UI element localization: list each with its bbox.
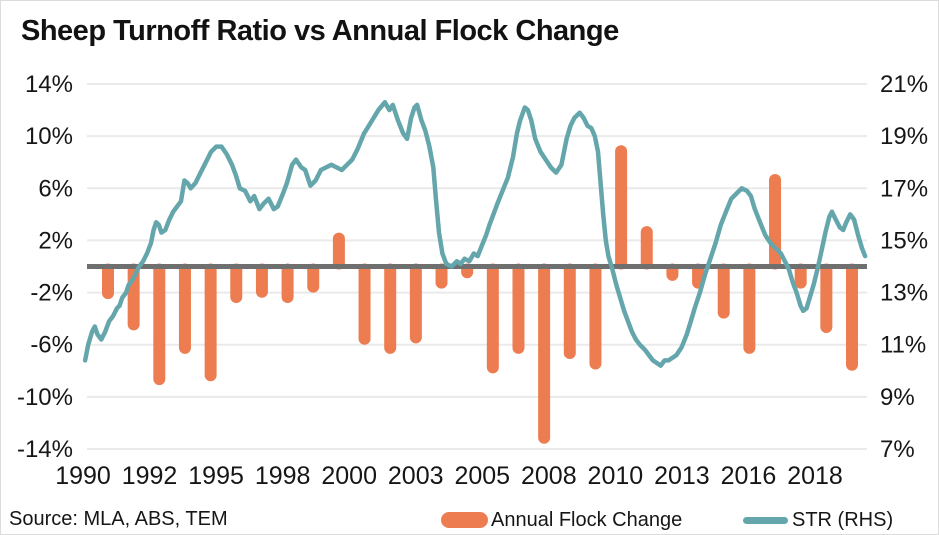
y-axis-label-left: -10% bbox=[17, 384, 73, 411]
flock-change-bar bbox=[743, 263, 756, 354]
flock-change-bar bbox=[384, 263, 397, 354]
y-axis-label-right: 9% bbox=[880, 384, 915, 411]
flock-change-bar bbox=[717, 263, 730, 319]
flock-change-bar bbox=[178, 263, 191, 354]
annual-flock-change-legend-label: Annual Flock Change bbox=[491, 509, 683, 531]
y-axis-label-right: 19% bbox=[880, 123, 928, 150]
flock-change-bar bbox=[102, 263, 114, 300]
x-axis-label: 1998 bbox=[255, 462, 311, 490]
source-text: Source: MLA, ABS, TEM bbox=[9, 508, 228, 530]
y-axis-label-left: 14% bbox=[25, 71, 73, 98]
y-axis-label-right: 11% bbox=[880, 332, 926, 359]
y-axis-label-left: -6% bbox=[30, 332, 73, 359]
x-axis-label: 2018 bbox=[787, 462, 843, 490]
annual-flock-change-legend-swatch bbox=[441, 512, 488, 528]
y-axis-label-left: -14% bbox=[17, 436, 73, 463]
flock-change-bar bbox=[281, 263, 294, 303]
y-axis-label-left: 6% bbox=[38, 175, 73, 202]
x-axis-label: 2000 bbox=[321, 462, 377, 490]
x-axis-label: 2010 bbox=[588, 462, 644, 490]
y-axis-label-left: -2% bbox=[30, 280, 73, 307]
flock-change-bar bbox=[332, 232, 345, 270]
str-legend-label: STR (RHS) bbox=[792, 509, 894, 531]
y-axis-label-left: 2% bbox=[38, 227, 73, 254]
x-axis-label: 2013 bbox=[654, 462, 710, 490]
str-line bbox=[82, 99, 868, 368]
y-axis-label-right: 17% bbox=[880, 175, 928, 202]
chart-title: Sheep Turnoff Ratio vs Annual Flock Chan… bbox=[21, 15, 619, 47]
x-axis-label: 1995 bbox=[188, 462, 244, 490]
x-axis-label: 1992 bbox=[122, 462, 178, 490]
y-axis-label-left: 10% bbox=[25, 123, 73, 150]
x-axis-label: 2003 bbox=[388, 462, 444, 490]
x-axis-label: 1990 bbox=[55, 462, 111, 490]
flock-change-bar bbox=[845, 263, 858, 371]
flock-change-bar bbox=[794, 263, 807, 289]
flock-change-bar bbox=[230, 263, 243, 303]
flock-change-bar bbox=[589, 263, 602, 370]
str-legend-swatch bbox=[743, 517, 788, 524]
y-axis-label-right: 7% bbox=[880, 436, 915, 463]
flock-change-bar bbox=[820, 263, 833, 333]
flock-change-bar bbox=[307, 263, 320, 293]
flock-change-bar bbox=[435, 263, 448, 289]
flock-change-bar bbox=[563, 263, 576, 360]
flock-change-bar bbox=[358, 263, 371, 345]
flock-change-bar bbox=[615, 145, 628, 270]
flock-change-bar bbox=[512, 263, 525, 354]
flock-change-bar bbox=[204, 263, 217, 382]
flock-change-bar bbox=[486, 263, 499, 374]
flock-change-bar bbox=[153, 263, 166, 386]
y-axis-label-right: 13% bbox=[880, 280, 928, 307]
flock-change-bar bbox=[255, 263, 268, 298]
x-axis-label: 2016 bbox=[721, 462, 777, 490]
flock-change-bar bbox=[538, 263, 551, 444]
y-axis-label-right: 21% bbox=[880, 71, 928, 98]
flock-change-bar bbox=[640, 226, 653, 270]
y-axis-label-right: 15% bbox=[880, 227, 928, 254]
x-axis-label: 2008 bbox=[521, 462, 577, 490]
flock-change-bar bbox=[409, 263, 422, 344]
x-axis-label: 2005 bbox=[454, 462, 510, 490]
